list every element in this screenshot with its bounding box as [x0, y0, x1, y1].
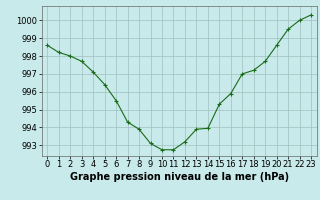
X-axis label: Graphe pression niveau de la mer (hPa): Graphe pression niveau de la mer (hPa) — [70, 172, 289, 182]
